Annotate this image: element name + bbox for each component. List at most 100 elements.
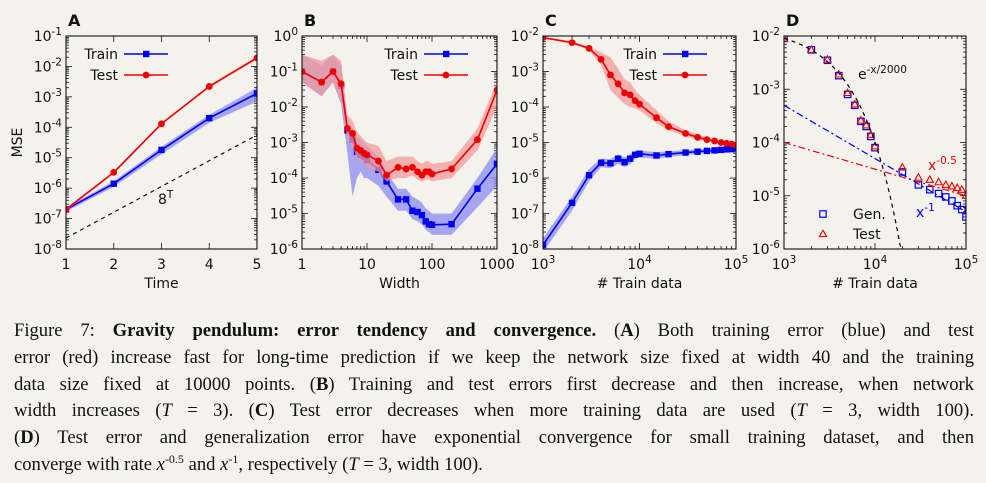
data-point [474,136,481,144]
fit-label-half: x-0.5 [928,155,957,174]
data-point [850,99,860,108]
y-tick-label: 10-4 [752,133,781,152]
caption-line-1: (A) Both training error (blue) and test [614,320,974,341]
data-point [543,241,547,249]
data-point [66,206,70,213]
x-axis-label: # Train data [832,276,918,292]
plot-area [302,54,497,235]
legend: Gen. Test [818,207,886,243]
y-tick-label: 10-3 [34,87,62,106]
caption-line-5: (D) Test error and generalization error … [14,427,974,449]
legend-label: Test [852,227,881,243]
data-point [206,114,213,122]
legend-label: Gen. [853,207,886,223]
caption-line-3: data size fixed at 10000 points. (B) Tra… [14,373,974,395]
data-point [626,155,634,162]
data-point [344,124,351,132]
x-tick-label: 4 [205,257,214,273]
x-tick-label: 104 [627,254,652,273]
data-point [958,205,966,214]
x-tick-label: 104 [863,254,888,273]
data-point [682,130,689,137]
fit-line [784,104,966,213]
data-point [363,151,371,159]
y-tick-label: 10-8 [34,239,62,258]
data-point [302,68,306,75]
panel-letter: A [68,11,81,30]
data-point [614,155,622,162]
data-point [711,147,718,154]
plot-area [543,36,736,249]
legend-label: Test [628,68,657,84]
y-tick-label: 10-3 [752,79,780,98]
y-tick-label: 10-4 [34,117,63,136]
data-point [897,162,907,171]
data-point [682,149,689,156]
data-point [394,196,402,203]
legend: Train Test [383,47,468,84]
y-tick-label: 10-5 [511,133,539,152]
fit-label-exp: e-x/2000 [858,64,907,83]
legend-marker [818,229,828,238]
data-point [866,129,876,138]
data-point [947,181,957,190]
error-band [302,54,497,182]
figure-caption: Figure 7: Gravity pendulum: error tenden… [14,318,974,479]
data-point [925,185,934,194]
y-tick-label: 10-3 [511,62,539,81]
legend-label: Train [622,47,657,63]
data-point [694,133,701,141]
data-point [349,130,356,137]
data-point [402,196,410,203]
data-point [711,137,718,145]
data-point [402,165,410,173]
data-point [653,114,660,122]
data-point [409,163,416,171]
caption-line-2: error (red) increase fast for long-time … [14,346,974,368]
panel-letter: D [786,11,799,30]
data-point [158,120,165,128]
panel-c: 10-8 10-7 10-6 10-5 10-4 10-3 10-2 103 104 105 C # … [511,11,749,292]
y-tick-label: 10-7 [511,204,539,223]
legend-marker [142,71,150,79]
legend-label: Train [83,47,118,63]
legend-label: Train [383,47,418,63]
caption-line-4: width increases (T = 3). (C) Test error … [14,400,975,422]
series-gen [784,36,966,221]
data-point [934,177,944,186]
caption-label: Figure 7: [14,320,95,341]
data-point [448,220,455,228]
data-point [870,141,880,150]
series-test [784,36,966,199]
data-point [952,183,962,192]
data-point [703,147,711,155]
data-point [337,80,345,88]
data-point [717,139,725,146]
legend-marker [442,71,450,79]
data-point [607,71,614,79]
x-tick-label: 100 [419,257,446,273]
x-tick-label: 2 [109,257,118,273]
y-tick-label: 10-6 [270,239,299,258]
y-tick-label: 10-2 [270,97,298,116]
x-tick-label: 103 [531,254,556,273]
legend-marker [682,50,689,58]
x-axis-label: Width [379,276,420,292]
data-point [703,136,711,144]
data-point [653,152,660,159]
data-point [953,201,961,210]
y-tick-label: 10-5 [752,186,780,205]
y-tick-label: 10-4 [511,97,540,116]
x-tick-label: 105 [724,254,749,273]
data-point [110,180,117,187]
data-point [383,171,390,179]
data-point [394,163,402,171]
plot-frame [65,35,258,250]
plot-frame [301,35,498,250]
y-tick-label: 10-2 [511,26,539,45]
plot-frame [542,35,737,250]
data-point [383,178,390,185]
data-point [158,146,165,154]
series-test [66,54,257,213]
y-tick-label: 10-2 [752,26,780,45]
